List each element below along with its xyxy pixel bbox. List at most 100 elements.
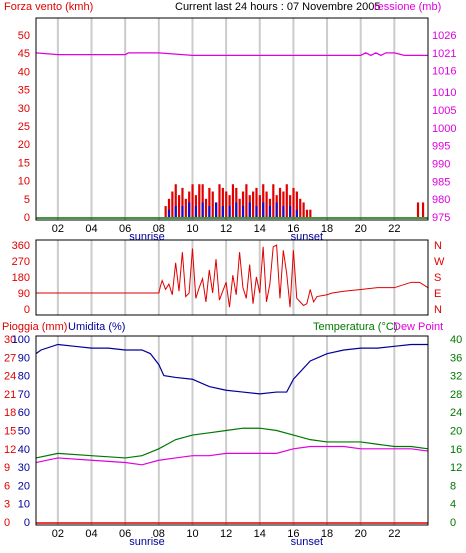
wind-gust-bar [164, 206, 167, 217]
wind-average-bar [289, 206, 292, 217]
wind-tick-label: 25 [18, 121, 30, 133]
wind-average-bar [167, 209, 171, 217]
wind-gust-bar [309, 209, 312, 217]
wind-gust-bar [295, 191, 298, 217]
pressure-tick-label: 1026 [432, 30, 456, 42]
wind-gust-bar [241, 191, 245, 217]
temperature-tick-label: 0 [450, 517, 456, 529]
wind-gust-bar [218, 184, 221, 217]
direction-tick-label: 90 [18, 288, 30, 300]
humidity-tick-label: 60 [18, 407, 30, 419]
wind-gust-bar [285, 184, 288, 217]
panel-frame [35, 17, 429, 221]
wind-gust-bar [238, 198, 241, 217]
wind-average-bar [208, 206, 211, 217]
humidity-tick-label: 0 [24, 517, 30, 529]
x-tick-label: 12 [220, 528, 232, 540]
wind-tick-label: 20 [18, 139, 30, 151]
temperature-tick-label: 40 [450, 334, 462, 346]
compass-tick-label: E [434, 288, 441, 300]
wind-average-bar [221, 206, 224, 217]
wind-gust-bar [282, 191, 285, 217]
wind-gust-bar [191, 184, 194, 217]
x-tick-label: 10 [186, 528, 198, 540]
rain-tick-label: 9 [4, 462, 10, 474]
sunrise-label: sunrise [129, 536, 164, 548]
temperature-tick-label: 28 [450, 389, 462, 401]
wind-gust-bar [258, 195, 261, 217]
wind-tick-label: 40 [18, 66, 30, 78]
compass-tick-label: W [434, 256, 445, 268]
x-tick-label: 20 [355, 223, 367, 235]
wind-gust-bar [225, 191, 228, 217]
labels-layer: Forza vento (kmh) Current last 24 hours … [2, 1, 462, 548]
x-tick-label: 04 [85, 223, 97, 235]
humidity-tick-label: 10 [18, 499, 30, 511]
sunset-label: sunset [291, 231, 323, 243]
wind-gust-bar [204, 198, 208, 217]
wind-gust-bar [252, 191, 255, 217]
wind-average-bar [228, 206, 231, 217]
wind-average-bar [235, 202, 238, 217]
wind-gust-bar [265, 191, 268, 217]
compass-tick-label: N [434, 304, 442, 316]
x-tick-label: 04 [85, 528, 97, 540]
temperature-axis-label: Temperatura (°C) [313, 321, 397, 333]
wind-tick-label: 0 [24, 212, 30, 224]
wind-gust-bar [416, 202, 420, 217]
humidity-tick-label: 90 [18, 352, 30, 364]
wind-tick-label: 30 [18, 103, 30, 115]
x-tick-label: 18 [321, 528, 333, 540]
wind-average-bar [174, 206, 177, 217]
direction-tick-label: 0 [24, 304, 30, 316]
wind-axis-label: Forza vento (kmh) [4, 1, 93, 13]
direction-tick-label: 360 [12, 240, 30, 252]
wind-average-bar [181, 206, 184, 217]
pressure-tick-label: 1005 [432, 105, 456, 117]
humidity-tick-label: 20 [18, 480, 30, 492]
wind-tick-label: 35 [18, 85, 30, 97]
rain-tick-label: 6 [4, 480, 10, 492]
temperature-tick-label: 4 [450, 499, 456, 511]
wind-average-bar [188, 202, 191, 217]
dewpoint-line [35, 445, 429, 466]
temperature-tick-label: 16 [450, 444, 462, 456]
wind-gust-bar [208, 187, 211, 217]
rain-tick-label: 3 [4, 499, 10, 511]
rain-tick-label: 15 [4, 426, 16, 438]
direction-tick-label: 180 [12, 272, 30, 284]
pressure-tick-label: 985 [432, 176, 450, 188]
x-tick-label: 22 [388, 223, 400, 235]
dewpoint-axis-label: Dew Point [393, 321, 443, 333]
wind-average-bar [248, 202, 251, 217]
humidity-tick-label: 40 [18, 444, 30, 456]
temperature-tick-label: 8 [450, 480, 456, 492]
temperature-tick-label: 32 [450, 371, 462, 383]
humidity-tick-label: 80 [18, 371, 30, 383]
pressure-tick-label: 1010 [432, 87, 456, 99]
rain-tick-label: 0 [4, 517, 10, 529]
wind-average-bar [201, 202, 204, 217]
wind-gust-bar [171, 191, 174, 217]
frames-layer [35, 17, 429, 526]
x-tick-label: 06 [119, 528, 131, 540]
x-tick-label: 22 [388, 528, 400, 540]
wind-gust-bar [231, 184, 235, 217]
pressure-tick-label: 1021 [432, 48, 456, 60]
x-tick-label: 16 [287, 528, 299, 540]
pressure-tick-label: 990 [432, 158, 450, 170]
wind-direction-line [36, 244, 429, 308]
rain-tick-label: 30 [4, 334, 16, 346]
pressure-tick-label: 1016 [432, 66, 456, 78]
wind-gust-bar [421, 202, 425, 217]
wind-gust-bar [305, 209, 309, 217]
wind-tick-label: 45 [18, 48, 30, 60]
sunset-label: sunset [291, 536, 323, 548]
wind-gust-bar [221, 187, 224, 217]
temperature-tick-label: 24 [450, 407, 462, 419]
x-tick-label: 02 [52, 223, 64, 235]
pressure-tick-label: 995 [432, 141, 450, 153]
humidity-axis-label: Umidita (%) [68, 321, 125, 333]
humidity-line [35, 343, 428, 395]
wind-gust-bar [184, 198, 187, 217]
